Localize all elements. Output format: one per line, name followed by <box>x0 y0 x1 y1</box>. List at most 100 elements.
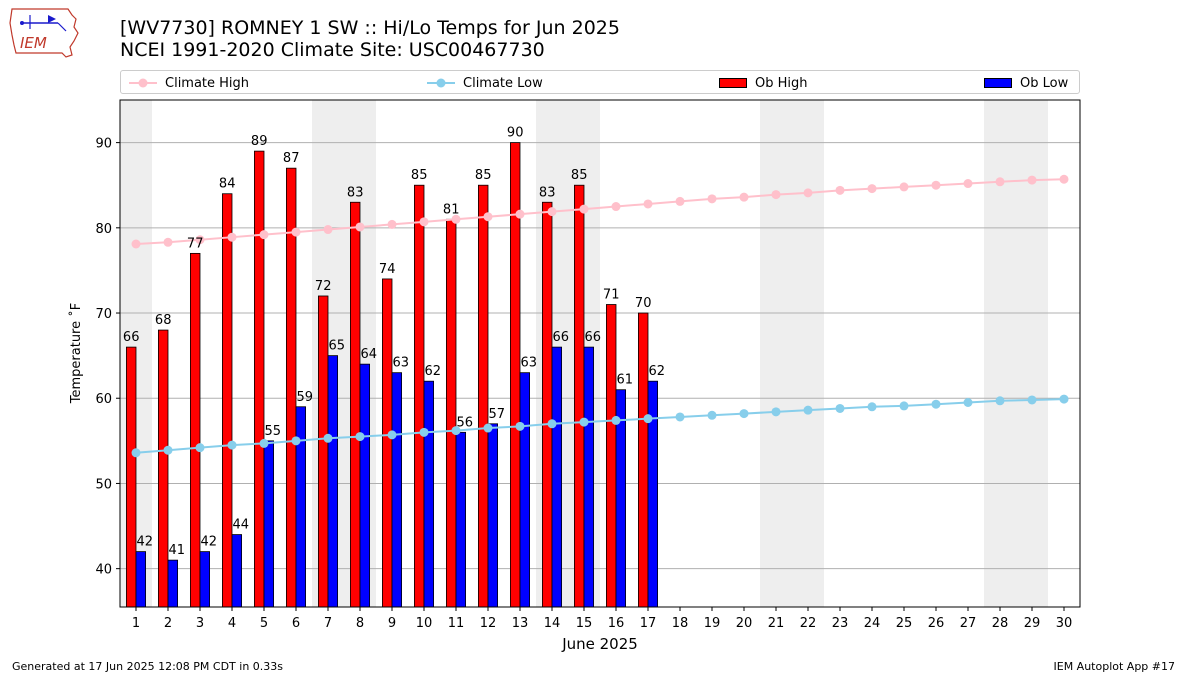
ob-high-bar <box>157 329 169 608</box>
x-tick-label: 28 <box>992 616 1009 631</box>
x-tick-label: 17 <box>640 616 657 631</box>
climate-low-point <box>995 396 1005 406</box>
ob-high-label: 74 <box>379 262 396 277</box>
ob-low-label: 44 <box>233 518 250 533</box>
x-tick-label: 2 <box>164 616 172 631</box>
ob-high-label: 77 <box>187 236 204 251</box>
legend-item-climate-low: Climate Low <box>427 74 543 92</box>
title-line-1: [WV7730] ROMNEY 1 SW :: Hi/Lo Temps for … <box>120 17 620 39</box>
climate-low-point <box>899 401 909 411</box>
x-tick-label: 14 <box>544 616 561 631</box>
ob-low-bar <box>359 363 371 608</box>
legend-item-ob-low: Ob Low <box>984 74 1068 92</box>
ob-high-label: 83 <box>347 185 364 200</box>
climate-high-point <box>547 207 557 217</box>
climate-low-point <box>451 426 461 436</box>
ob-low-bar <box>391 372 403 608</box>
climate-high-point <box>291 227 301 237</box>
ob-low-bar <box>487 423 499 608</box>
x-tick-label: 18 <box>672 616 689 631</box>
climate-high-point <box>803 188 813 198</box>
legend-label: Ob Low <box>1020 75 1069 91</box>
ob-high-bar <box>381 278 393 608</box>
x-tick-label: 30 <box>1056 616 1073 631</box>
ob-high-label: 81 <box>443 202 460 217</box>
weekend-band <box>792 100 824 607</box>
ob-low-bar <box>231 534 243 608</box>
plot-frame <box>119 99 1081 608</box>
ob-high-label: 66 <box>123 330 140 345</box>
ob-high-bar <box>413 184 425 608</box>
x-tick-label: 23 <box>832 616 849 631</box>
x-tick-label: 16 <box>608 616 625 631</box>
line-marker-icon <box>427 78 455 88</box>
x-tick-label: 9 <box>388 616 396 631</box>
chart-title: [WV7730] ROMNEY 1 SW :: Hi/Lo Temps for … <box>120 17 620 61</box>
ob-high-label: 90 <box>507 126 524 141</box>
legend-item-climate-high: Climate High <box>129 74 249 92</box>
ob-low-bar <box>423 380 435 608</box>
climate-low-point <box>323 433 333 443</box>
climate-low-line <box>135 398 1065 454</box>
ob-low-label: 66 <box>585 330 602 345</box>
climate-low-point <box>739 409 749 419</box>
x-tick-label: 25 <box>896 616 913 631</box>
x-tick-label: 20 <box>736 616 753 631</box>
climate-high-point <box>355 222 365 232</box>
climate-high-point <box>195 235 205 245</box>
climate-high-point <box>227 232 237 242</box>
climate-low-point <box>227 440 237 450</box>
climate-high-line <box>135 178 1065 246</box>
ob-high-label: 68 <box>155 313 172 328</box>
ob-low-label: 57 <box>489 407 506 422</box>
climate-low-point <box>1059 394 1069 404</box>
ob-high-bar <box>221 193 233 608</box>
app-id-label: IEM Autoplot App #17 <box>1053 660 1176 673</box>
ob-high-bar <box>606 304 617 608</box>
x-tick-label: 24 <box>864 616 881 631</box>
ob-low-label: 59 <box>297 390 314 405</box>
climate-low-point <box>195 443 205 453</box>
x-axis-label: June 2025 <box>561 635 638 653</box>
climate-high-point <box>771 190 781 200</box>
ob-high-label: 85 <box>475 168 492 183</box>
x-tick-label: 6 <box>292 616 300 631</box>
ob-low-label: 55 <box>265 424 282 439</box>
ob-high-label: 71 <box>603 288 620 303</box>
climate-high-point <box>643 199 653 209</box>
climate-high-point <box>611 202 621 212</box>
iem-logo: IEM <box>9 8 79 58</box>
ob-low-label: 62 <box>425 364 442 379</box>
climate-low-point <box>643 414 653 424</box>
generated-timestamp: Generated at 17 Jun 2025 12:08 PM CDT in… <box>12 660 284 673</box>
line-marker-icon <box>129 78 157 88</box>
x-tick-label: 26 <box>928 616 945 631</box>
ob-low-label: 42 <box>201 535 218 550</box>
climate-high-point <box>259 230 269 240</box>
y-tick-label: 60 <box>95 392 112 407</box>
bar-labels-group: 66 68 77 84 89 87 72 83 74 85 81 85 90 83 85 71 70 42 41 42… <box>123 126 665 559</box>
climate-high-point <box>1059 174 1069 184</box>
x-tick-label: 7 <box>324 616 332 631</box>
ob-high-bar <box>317 295 329 608</box>
climate-high-point <box>323 225 333 235</box>
climate-high-point <box>387 219 397 229</box>
logo-text: IEM <box>20 34 47 52</box>
gridlines <box>120 142 1080 570</box>
climate-lines-group <box>131 174 1069 458</box>
y-tick-label: 90 <box>95 137 112 152</box>
x-tick-label: 10 <box>416 616 433 631</box>
bar-swatch-icon <box>719 78 747 88</box>
climate-high-point <box>1027 175 1037 185</box>
ob-low-bar <box>455 431 467 608</box>
climate-high-point <box>931 180 941 190</box>
ob-low-bar <box>327 355 339 608</box>
climate-high-point <box>739 192 749 202</box>
ob-low-label: 41 <box>169 543 186 558</box>
climate-high-point <box>579 204 589 214</box>
climate-low-point <box>515 421 525 431</box>
climate-low-point <box>131 448 141 458</box>
ob-low-label: 65 <box>329 339 346 354</box>
ob-low-label: 63 <box>521 356 538 371</box>
bar-swatch-icon <box>984 78 1012 88</box>
